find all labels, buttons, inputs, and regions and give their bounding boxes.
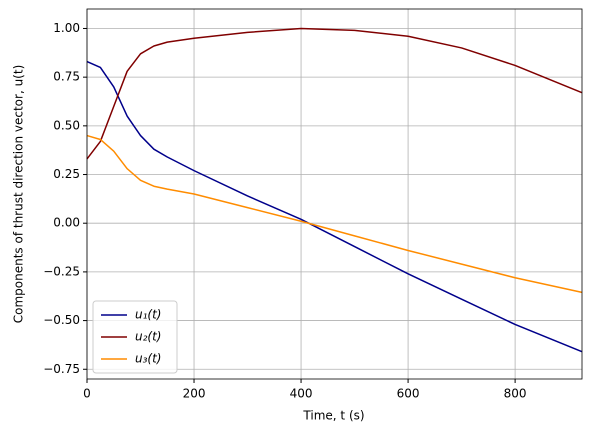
- plot-frame: [86, 8, 583, 380]
- y-tick-label: 0.00: [53, 216, 80, 230]
- series-line: [86, 27, 583, 160]
- legend-label: u₁(t): [135, 308, 161, 322]
- y-tick-label: −0.75: [43, 362, 80, 376]
- y-tick-label: 0.25: [53, 167, 80, 181]
- y-axis-label: Components of thrust direction vector, u…: [12, 65, 26, 324]
- legend-label: u₂(t): [135, 330, 161, 344]
- legend-box: [92, 300, 178, 374]
- x-tick-label: 600: [397, 387, 420, 401]
- legend-label: u₃(t): [135, 352, 161, 366]
- series-line: [86, 134, 583, 294]
- x-tick-label: 0: [83, 387, 91, 401]
- x-tick-label: 400: [290, 387, 313, 401]
- y-tick-label: 0.75: [53, 70, 80, 84]
- x-axis-label: Time, t (s): [302, 409, 364, 423]
- x-tick-label: 800: [504, 387, 527, 401]
- y-tick-label: 0.50: [53, 118, 80, 132]
- y-tick-label: −0.25: [43, 264, 80, 278]
- x-tick-label: 200: [183, 387, 206, 401]
- y-tick-label: 1.00: [53, 21, 80, 35]
- y-tick-label: −0.50: [43, 313, 80, 327]
